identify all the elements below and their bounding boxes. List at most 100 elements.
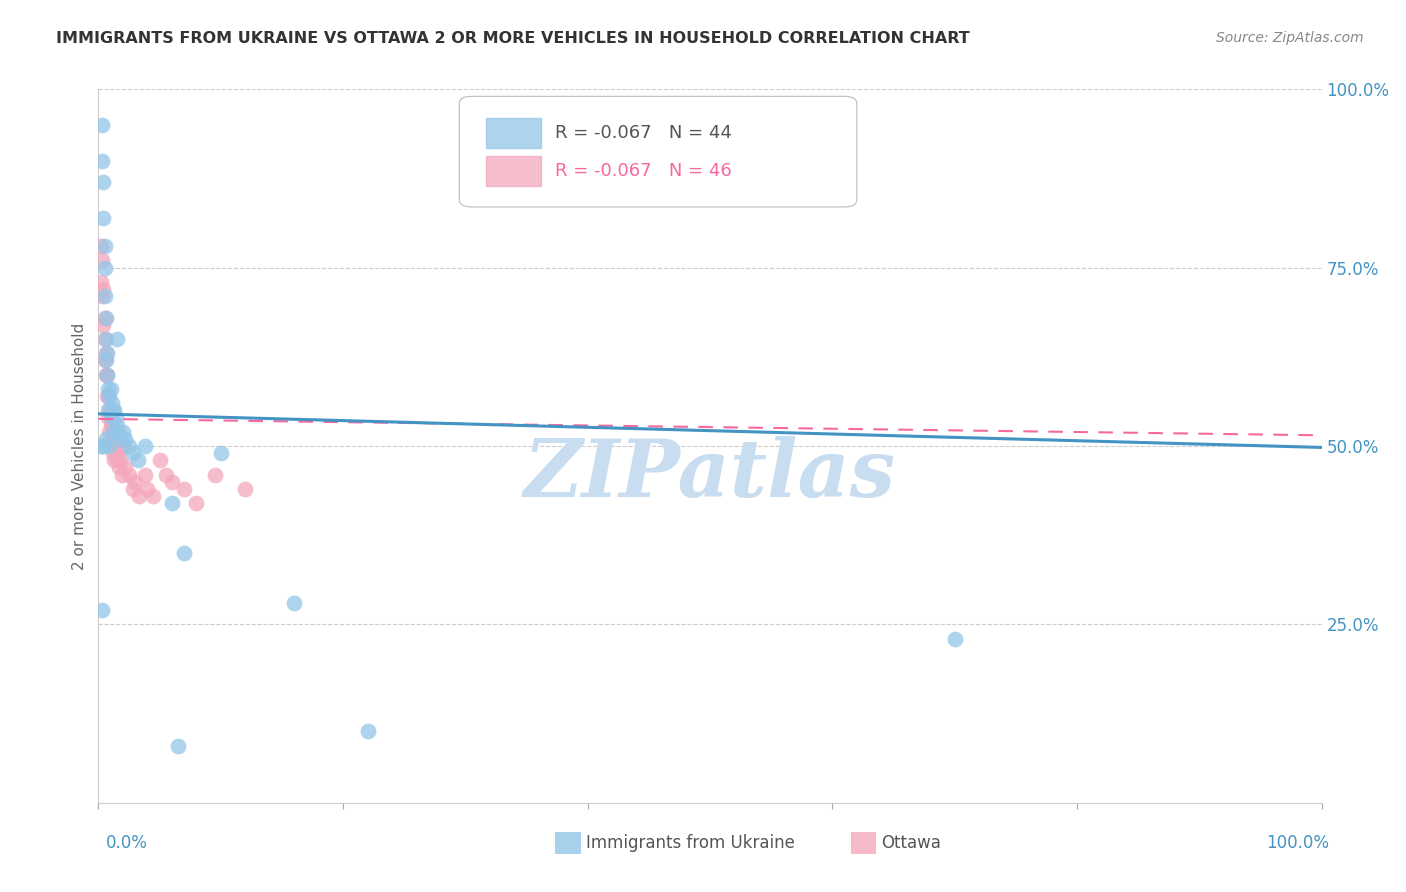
Point (100, 382, 122, 396)
Point (96, 346, 118, 360)
Point (94, 353, 117, 368)
Point (91, 118, 114, 132)
Point (91, 282, 114, 296)
Text: IMMIGRANTS FROM UKRAINE VS OTTAWA 2 OR MORE VEHICLES IN HOUSEHOLD CORRELATION CH: IMMIGRANTS FROM UKRAINE VS OTTAWA 2 OR M… (56, 31, 970, 46)
Point (134, 467, 156, 482)
Bar (486, 155, 541, 186)
Point (93, 310, 115, 325)
Point (91, 603, 114, 617)
Point (105, 332, 128, 346)
Point (101, 425, 124, 439)
Point (110, 432, 132, 446)
Point (96, 389, 118, 403)
Text: R = -0.067   N = 44: R = -0.067 N = 44 (555, 124, 731, 142)
Point (111, 425, 134, 439)
Point (101, 446, 124, 460)
Point (121, 446, 143, 460)
Point (100, 410, 122, 425)
Point (97, 382, 120, 396)
Point (114, 460, 136, 475)
Point (105, 417, 128, 432)
Point (101, 417, 124, 432)
Point (98, 425, 121, 439)
Text: 0.0%: 0.0% (105, 834, 148, 852)
Point (91, 439, 114, 453)
Point (100, 417, 122, 432)
Point (91, 153, 114, 168)
Point (101, 403, 124, 417)
Point (127, 453, 149, 467)
Point (90, 439, 112, 453)
Point (94, 346, 117, 360)
Text: Ottawa: Ottawa (882, 834, 942, 852)
Point (118, 467, 141, 482)
Point (91, 318, 114, 332)
Point (943, 632, 966, 646)
Point (111, 439, 134, 453)
Point (94, 368, 117, 382)
Point (107, 425, 129, 439)
Point (91, 175, 114, 189)
Point (160, 475, 183, 489)
Point (105, 453, 128, 467)
Point (160, 496, 183, 510)
Point (149, 453, 172, 467)
Point (167, 739, 190, 753)
Text: Source: ZipAtlas.com: Source: ZipAtlas.com (1216, 31, 1364, 45)
Text: 100.0%: 100.0% (1265, 834, 1329, 852)
Point (93, 239, 115, 253)
Point (98, 389, 121, 403)
Point (104, 410, 127, 425)
Point (98, 403, 121, 417)
Point (103, 453, 125, 467)
Point (186, 496, 208, 510)
Point (114, 432, 136, 446)
Point (93, 353, 115, 368)
Point (91, 289, 114, 303)
Point (118, 439, 141, 453)
Point (100, 439, 122, 453)
Point (97, 403, 120, 417)
Point (173, 546, 195, 560)
Point (96, 368, 118, 382)
Point (233, 482, 256, 496)
Point (111, 467, 134, 482)
Text: R = -0.067   N = 46: R = -0.067 N = 46 (555, 161, 731, 179)
Point (110, 453, 132, 467)
Point (94, 432, 117, 446)
Text: ZIPatlas: ZIPatlas (524, 436, 896, 513)
Point (103, 432, 125, 446)
Point (93, 289, 115, 303)
Point (98, 439, 121, 453)
Point (101, 396, 124, 410)
Point (108, 460, 131, 475)
Point (90, 239, 112, 253)
Point (204, 467, 226, 482)
Point (91, 253, 114, 268)
Point (107, 446, 129, 460)
Point (97, 410, 120, 425)
FancyBboxPatch shape (460, 96, 856, 207)
Point (155, 467, 177, 482)
Point (124, 475, 146, 489)
Point (101, 425, 124, 439)
Point (136, 482, 159, 496)
Point (91, 211, 114, 225)
Point (283, 596, 305, 610)
Point (121, 482, 143, 496)
Point (90, 275, 112, 289)
Bar (486, 118, 541, 148)
Point (356, 724, 378, 739)
Y-axis label: 2 or more Vehicles in Household: 2 or more Vehicles in Household (72, 322, 87, 570)
Point (93, 260, 115, 275)
Point (104, 439, 127, 453)
Point (128, 489, 150, 503)
Text: Immigrants from Ukraine: Immigrants from Ukraine (586, 834, 796, 852)
Point (134, 439, 156, 453)
Point (94, 310, 117, 325)
Point (94, 332, 117, 346)
Point (96, 368, 118, 382)
Point (103, 403, 125, 417)
Point (173, 482, 195, 496)
Point (209, 446, 232, 460)
